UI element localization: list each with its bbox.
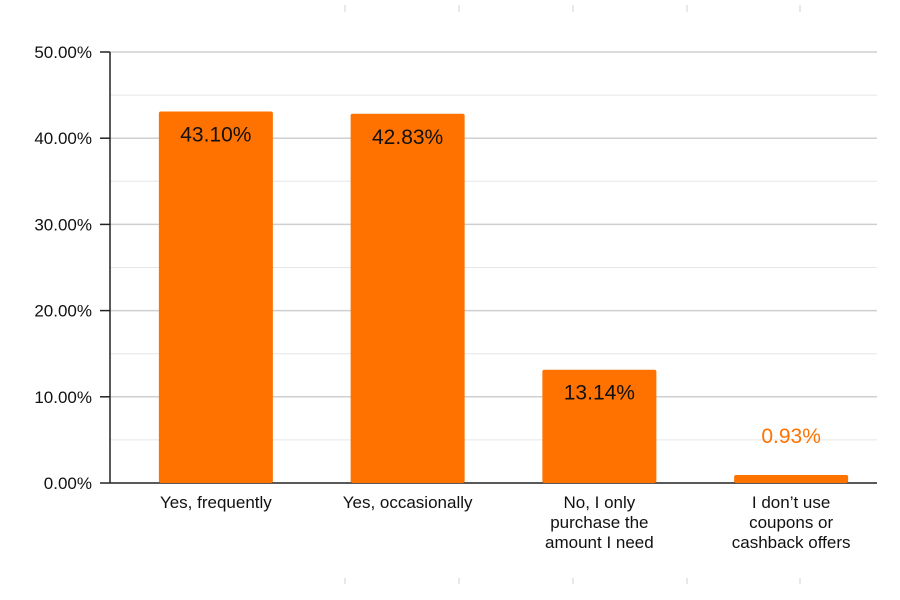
data-label-2: 13.14% bbox=[564, 382, 635, 405]
data-label-3: 0.93% bbox=[761, 425, 821, 448]
data-label-1: 42.83% bbox=[372, 126, 443, 149]
y-tick-label: 0.00% bbox=[44, 474, 92, 493]
data-label-0: 43.10% bbox=[180, 123, 251, 146]
category-labels: Yes, frequently Yes, occasionally No, I on… bbox=[160, 493, 851, 552]
bars bbox=[158, 111, 849, 484]
y-tick-label: 10.00% bbox=[34, 388, 92, 407]
category-label-2: No, I only bbox=[563, 493, 635, 512]
category-label-0: Yes, frequently bbox=[160, 493, 272, 512]
bar-2 bbox=[542, 369, 657, 483]
y-tick-label: 30.00% bbox=[34, 215, 92, 234]
category-label-3: coupons or bbox=[749, 513, 833, 532]
category-label-3: cashback offers bbox=[732, 533, 851, 552]
y-tick-label: 50.00% bbox=[34, 43, 92, 62]
bar-0 bbox=[158, 111, 273, 483]
bar-1 bbox=[350, 113, 465, 484]
category-label-2: amount I need bbox=[545, 533, 654, 552]
y-tick-label: 20.00% bbox=[34, 302, 92, 321]
category-label-2: purchase the bbox=[550, 513, 648, 532]
top-tick-marks bbox=[344, 5, 801, 12]
data-labels: 43.10% 42.83% 13.14% 0.93% bbox=[180, 123, 821, 448]
category-label-1: Yes, occasionally bbox=[343, 493, 473, 512]
y-tick-label: 40.00% bbox=[34, 129, 92, 148]
category-label-3: I don’t use bbox=[752, 493, 830, 512]
bottom-tick-marks bbox=[344, 578, 801, 584]
bar-3 bbox=[734, 474, 849, 483]
y-tick-labels: 0.00% 10.00% 20.00% 30.00% 40.00% 50.00% bbox=[34, 43, 110, 493]
